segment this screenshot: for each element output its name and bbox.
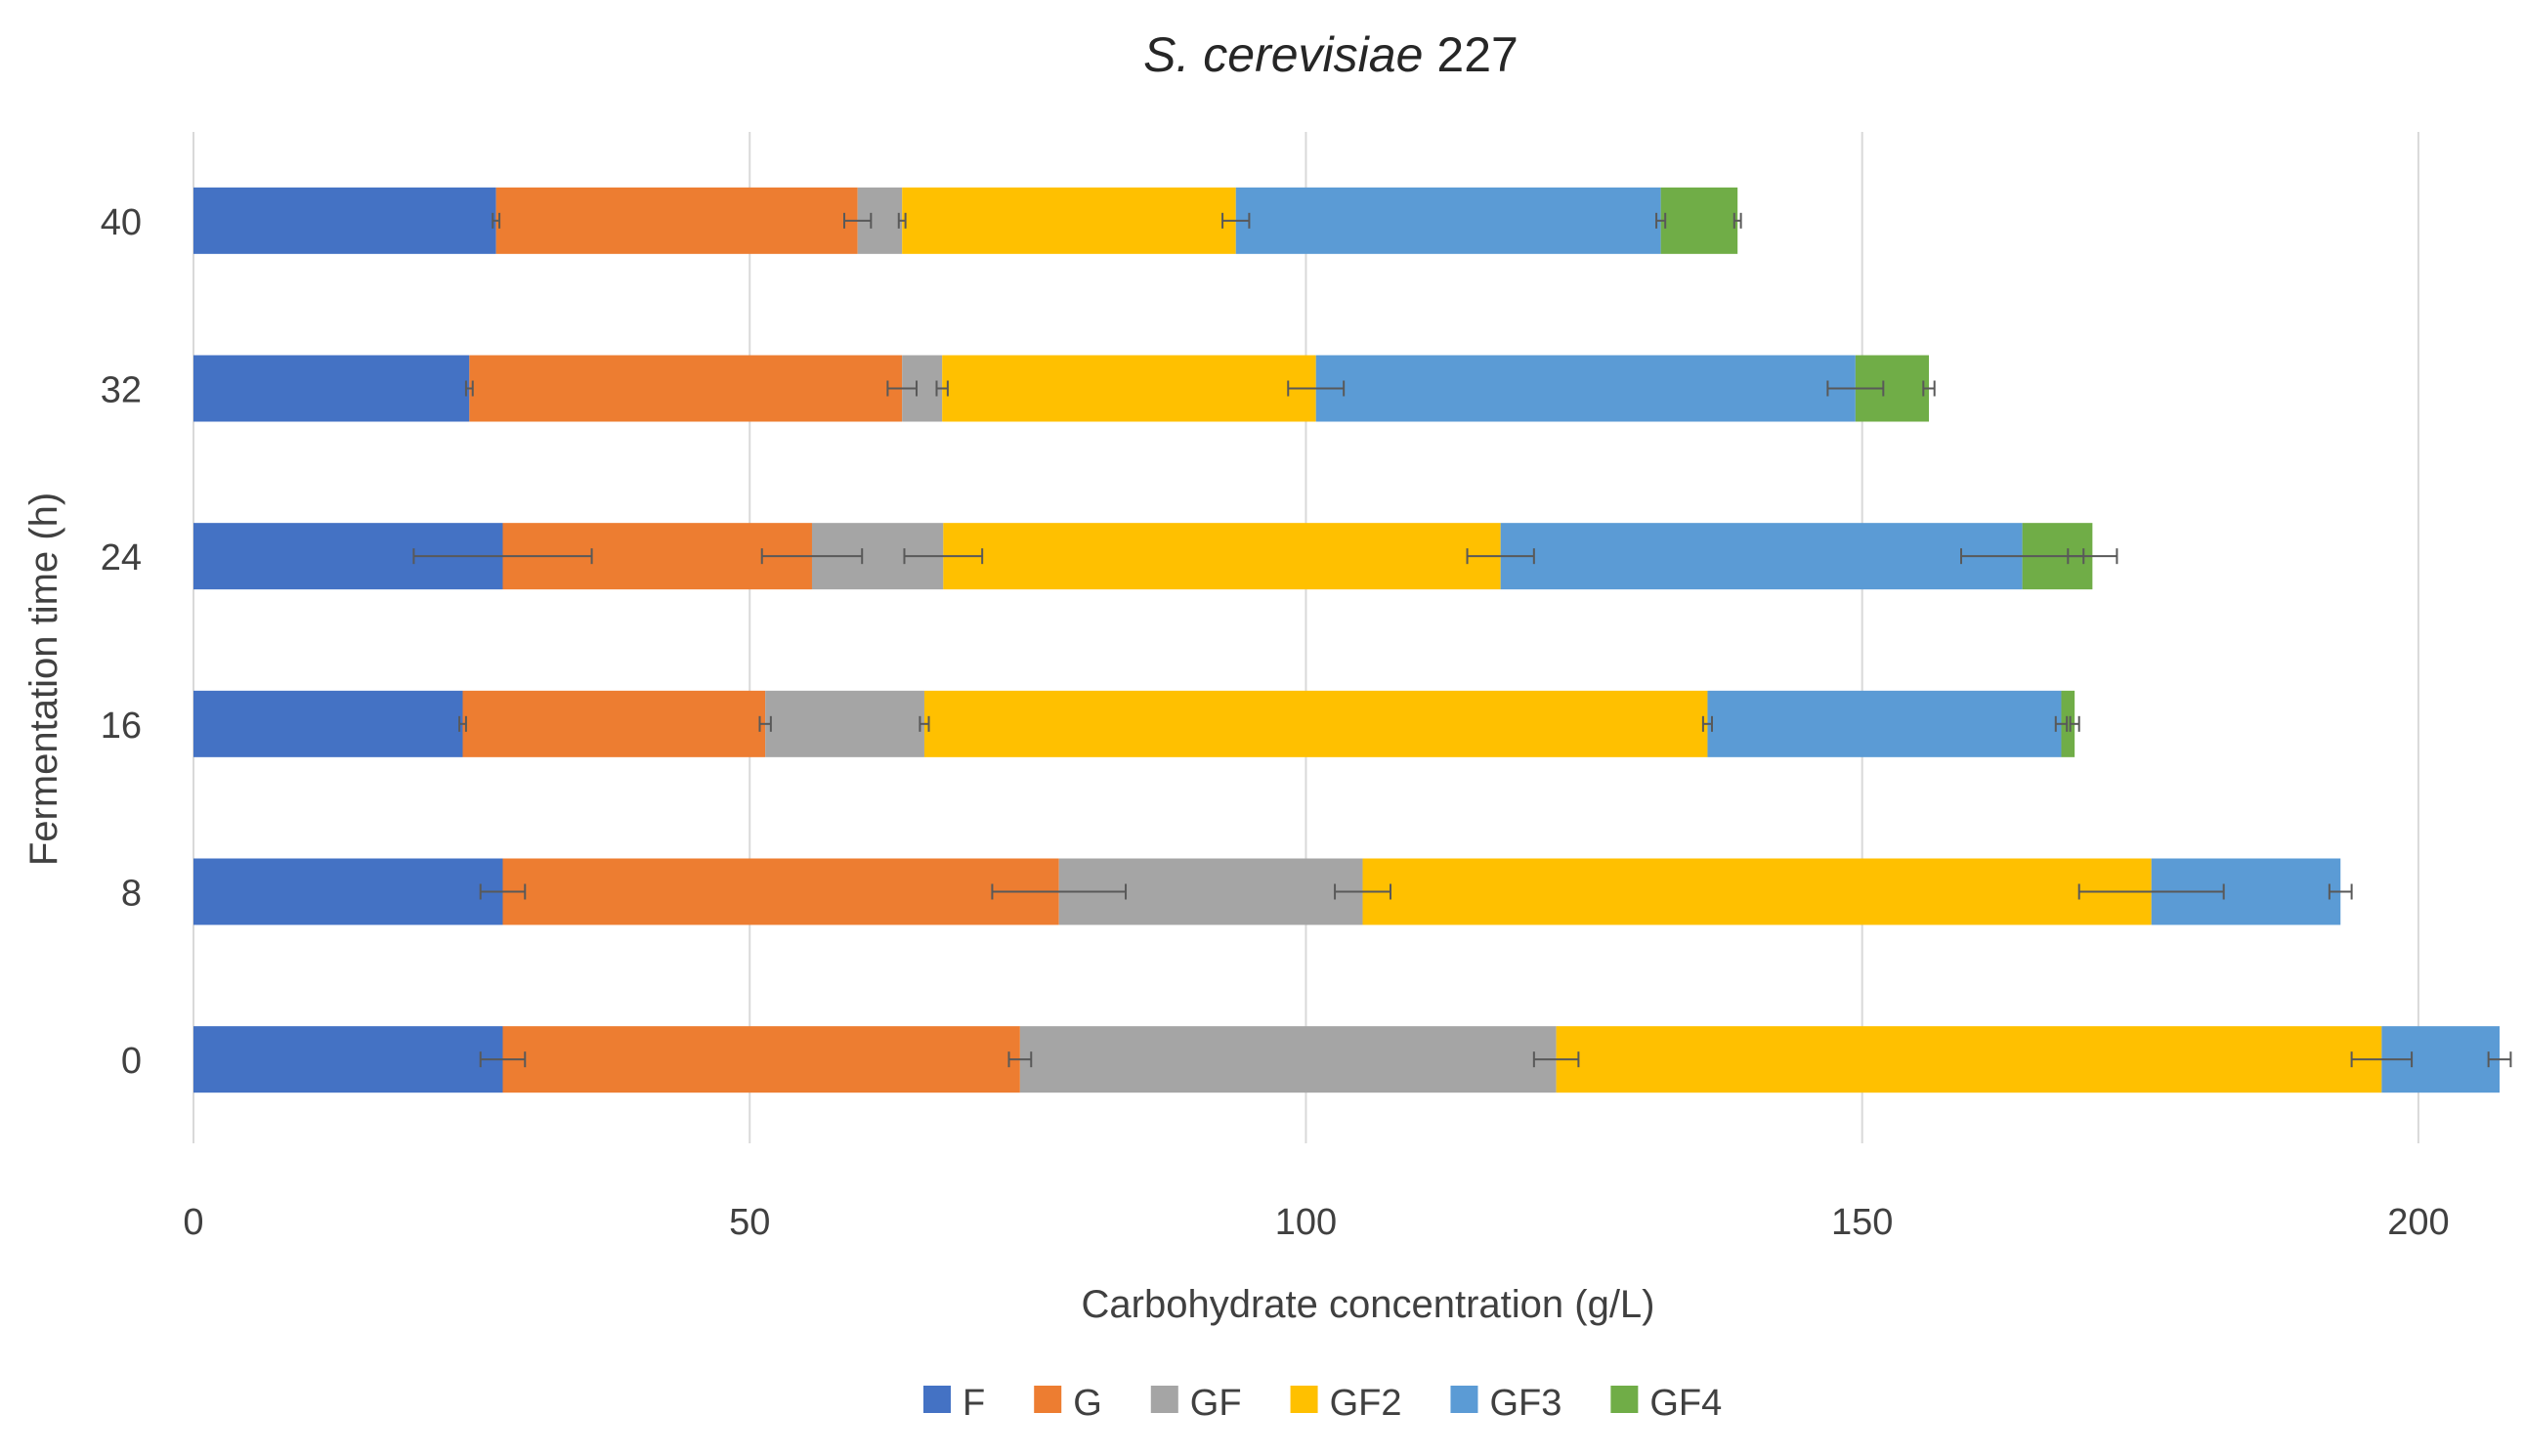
- y-tick-label: 32: [101, 370, 142, 411]
- bar-segment-gf-0h: [1019, 1026, 1557, 1093]
- legend-label-gf2: GF2: [1330, 1383, 1402, 1424]
- x-tick-label: 150: [1831, 1202, 1893, 1243]
- y-tick-label: 16: [101, 706, 142, 747]
- chart-title: S. cerevisiae 227: [1143, 27, 1519, 82]
- legend-label-gf3: GF3: [1489, 1383, 1561, 1424]
- bar-segment-g-0h: [502, 1026, 1020, 1093]
- x-tick-label: 100: [1275, 1202, 1337, 1243]
- y-tick-label: 8: [121, 874, 142, 915]
- axes: 0 50 100 150 200 40 32 24 16 8 0: [101, 202, 2450, 1243]
- legend-label-gf4: GF4: [1649, 1383, 1722, 1424]
- x-tick-label: 50: [729, 1202, 770, 1243]
- bars: [193, 187, 2501, 1093]
- bar-segment-gf2-40h: [902, 187, 1236, 254]
- chart-title-strain: 227: [1436, 27, 1518, 82]
- x-tick-label: 200: [2387, 1202, 2449, 1243]
- legend-label-f: F: [963, 1383, 985, 1424]
- bar-segment-gf3-32h: [1315, 355, 1856, 422]
- y-tick-label: 40: [101, 202, 142, 243]
- legend-swatch-gf4: [1610, 1386, 1639, 1413]
- bar-segment-gf3-16h: [1707, 690, 2062, 757]
- bar-segment-f-0h: [193, 1026, 503, 1093]
- grid-lines: [193, 132, 2419, 1143]
- legend-swatch-gf3: [1450, 1386, 1478, 1413]
- legend: F G GF GF2 GF3 GF4: [923, 1383, 1722, 1424]
- legend-swatch-gf2: [1290, 1386, 1318, 1413]
- x-tick-label: 0: [183, 1202, 203, 1243]
- bar-segment-gf-16h: [765, 690, 924, 757]
- bar-segment-gf2-32h: [942, 355, 1316, 422]
- legend-swatch-f: [923, 1386, 951, 1413]
- bar-segment-gf3-40h: [1235, 187, 1661, 254]
- legend-swatch-g: [1034, 1386, 1062, 1413]
- bar-segment-g-16h: [462, 690, 766, 757]
- legend-label-gf: GF: [1190, 1383, 1242, 1424]
- bar-segment-f-40h: [193, 187, 496, 254]
- x-axis-title: Carbohydrate concentration (g/L): [1082, 1283, 1655, 1326]
- bar-segment-g-40h: [495, 187, 858, 254]
- bar-segment-g-8h: [502, 858, 1059, 925]
- legend-label-g: G: [1073, 1383, 1102, 1424]
- bar-segment-f-8h: [193, 858, 503, 925]
- y-axis-title: Fermentation time (h): [22, 492, 65, 866]
- bar-segment-gf2-0h: [1556, 1026, 2382, 1093]
- legend-swatch-gf: [1150, 1386, 1178, 1413]
- bar-segment-gf2-16h: [923, 690, 1708, 757]
- bar-segment-gf3-24h: [1500, 523, 2023, 590]
- error-bars: [412, 212, 2512, 1068]
- y-tick-label: 0: [121, 1041, 142, 1082]
- bar-segment-gf4-16h: [2061, 690, 2075, 757]
- bar-segment-f-16h: [193, 690, 463, 757]
- y-tick-label: 24: [101, 537, 142, 578]
- bar-segment-f-32h: [193, 355, 470, 422]
- bar-segment-gf4-40h: [1660, 187, 1738, 254]
- bar-segment-gf2-8h: [1362, 858, 2152, 925]
- bar-segment-g-32h: [469, 355, 903, 422]
- bar-segment-gf2-24h: [943, 523, 1501, 590]
- chart-title-species: S. cerevisiae: [1143, 27, 1423, 82]
